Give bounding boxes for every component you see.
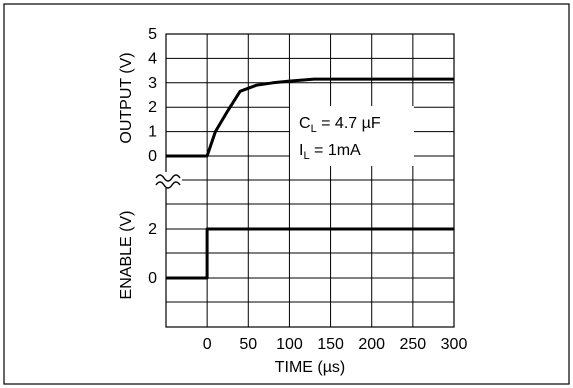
annotation-il-main: I: [299, 142, 303, 159]
x-tick-label: 300: [441, 336, 468, 353]
traces: [166, 77, 454, 280]
x-axis-label: TIME (µs): [275, 359, 346, 376]
y-tick-label-output: 4: [148, 50, 157, 67]
y-tick-label-output: 2: [148, 99, 157, 116]
figure-frame: [3, 3, 570, 385]
x-tick-label: 150: [317, 336, 344, 353]
x-tick-label: 250: [400, 336, 427, 353]
y-tick-label-enable: 2: [148, 221, 157, 238]
axis-break-mark: [152, 172, 182, 189]
annotation-capacitance: CL = 4.7 µF: [299, 115, 381, 135]
y-tick-label-output: 5: [148, 26, 157, 43]
output-voltage-trace: [166, 77, 454, 158]
annotation-il-rest: = 1mA: [310, 142, 361, 159]
y-axis-label-enable: ENABLE (V): [118, 211, 135, 300]
x-tick-label: 200: [358, 336, 385, 353]
annotation-current: IL = 1mA: [299, 142, 361, 162]
x-tick-label: 100: [276, 336, 303, 353]
y-tick-label-output: 0: [148, 148, 157, 165]
enable-voltage-trace: [166, 227, 454, 280]
y-tick-label-enable: 0: [148, 270, 157, 287]
annotation-cl-rest: = 4.7 µF: [317, 115, 381, 132]
annotation-background: [290, 106, 414, 166]
y-tick-label-output: 1: [148, 124, 157, 141]
y-tick-label-output: 3: [148, 75, 157, 92]
tick-labels: 0 50 100 150 200 250 300 5 4 3 2 1 0 2 0: [148, 26, 467, 353]
annotation-cl-main: C: [299, 115, 311, 132]
annotation-il-sub: L: [303, 150, 309, 162]
x-tick-label: 50: [239, 336, 257, 353]
x-tick-label: 0: [203, 336, 212, 353]
annotation-cl-sub: L: [311, 123, 317, 135]
y-axis-label-output: OUTPUT (V): [118, 52, 135, 143]
